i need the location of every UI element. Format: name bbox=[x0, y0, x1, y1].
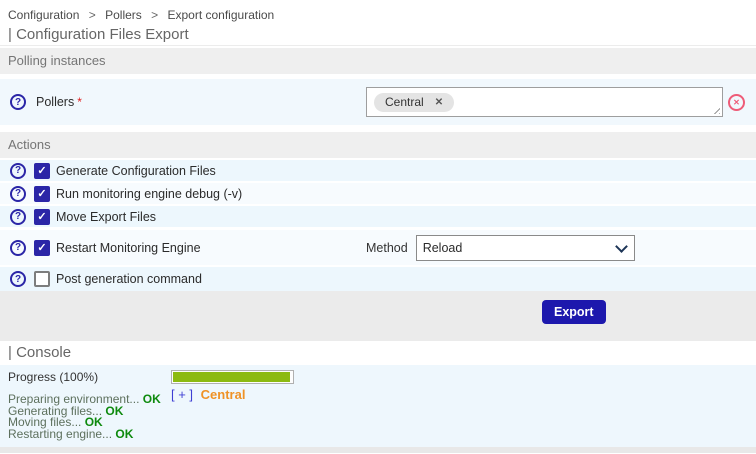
action-row-post-generation: ? Post generation command bbox=[0, 267, 756, 291]
help-icon[interactable]: ? bbox=[10, 185, 26, 202]
log-status: OK bbox=[105, 403, 124, 418]
breadcrumb-link-configuration[interactable]: Configuration bbox=[8, 8, 80, 22]
pollers-multiselect-input[interactable]: Central ✕ bbox=[366, 87, 723, 117]
checkbox-move-export-files[interactable] bbox=[34, 208, 50, 225]
action-row-generate: ? Generate Configuration Files bbox=[0, 160, 756, 181]
section-header-actions: Actions bbox=[0, 132, 756, 158]
breadcrumb-link-export-configuration[interactable]: Export configuration bbox=[167, 8, 275, 22]
poller-result-name: Central bbox=[200, 387, 246, 402]
action-label: Run monitoring engine debug (-v) bbox=[56, 186, 243, 201]
bottom-strip bbox=[0, 447, 756, 453]
checkbox-post-generation-command[interactable] bbox=[34, 271, 50, 287]
export-area: Export bbox=[0, 291, 756, 341]
console-body: Progress (100%) Preparing environment...… bbox=[0, 365, 756, 447]
progress-fill bbox=[173, 372, 290, 382]
page-title: | Configuration Files Export bbox=[0, 24, 756, 46]
help-icon[interactable]: ? bbox=[10, 239, 26, 256]
method-select[interactable]: Reload bbox=[415, 234, 635, 261]
pollers-row: ? Pollers * Central ✕ ✕ bbox=[0, 79, 756, 125]
section-header-polling-instances: Polling instances bbox=[0, 48, 756, 74]
tag-remove-icon[interactable]: ✕ bbox=[434, 96, 444, 108]
breadcrumb-separator: > bbox=[151, 8, 159, 22]
export-button[interactable]: Export bbox=[542, 300, 606, 324]
checkbox-restart-monitoring-engine[interactable] bbox=[34, 239, 50, 256]
progress-bar bbox=[171, 370, 294, 384]
method-group: Method Reload bbox=[366, 234, 635, 261]
breadcrumb: Configuration > Pollers > Export configu… bbox=[0, 0, 756, 24]
log-status: OK bbox=[115, 426, 134, 441]
action-row-debug: ? Run monitoring engine debug (-v) bbox=[0, 183, 756, 204]
log-line: Moving files... OK bbox=[8, 415, 103, 429]
log-line: Restarting engine... OK bbox=[8, 426, 134, 441]
method-label: Method bbox=[366, 240, 408, 255]
action-row-restart-engine: ? Restart Monitoring Engine Method Reloa… bbox=[0, 230, 756, 265]
action-label: Restart Monitoring Engine bbox=[56, 240, 201, 255]
expand-toggle[interactable]: [ + ] bbox=[171, 387, 194, 402]
action-label: Generate Configuration Files bbox=[56, 163, 216, 178]
log-area: Preparing environment... OK Generating f… bbox=[0, 384, 756, 440]
console-log: Preparing environment... OK Generating f… bbox=[0, 384, 171, 440]
help-icon[interactable]: ? bbox=[10, 162, 26, 179]
clear-selection-icon[interactable]: ✕ bbox=[728, 93, 745, 111]
resize-handle[interactable] bbox=[711, 105, 720, 114]
pollers-label: Pollers * bbox=[36, 95, 82, 109]
help-icon[interactable]: ? bbox=[10, 208, 26, 225]
progress-label: Progress (100%) bbox=[8, 370, 99, 384]
selected-poller-tag: Central ✕ bbox=[374, 92, 455, 112]
action-label: Move Export Files bbox=[56, 209, 157, 224]
progress-row: Progress (100%) bbox=[0, 365, 756, 384]
selected-poller-label: Central bbox=[385, 95, 424, 109]
log-line: Preparing environment... OK bbox=[8, 392, 161, 406]
checkbox-run-monitoring-engine-debug[interactable] bbox=[34, 185, 50, 202]
breadcrumb-link-pollers[interactable]: Pollers bbox=[105, 8, 142, 22]
help-icon[interactable]: ? bbox=[10, 271, 26, 287]
required-asterisk: * bbox=[77, 95, 82, 109]
log-status: OK bbox=[142, 392, 161, 406]
breadcrumb-separator: > bbox=[88, 8, 96, 22]
action-row-move-export: ? Move Export Files bbox=[0, 206, 756, 227]
help-icon[interactable]: ? bbox=[10, 94, 26, 110]
log-line: Generating files... OK bbox=[8, 403, 124, 418]
console-title: | Console bbox=[0, 341, 756, 365]
log-status: OK bbox=[84, 415, 103, 429]
checkbox-generate-configuration-files[interactable] bbox=[34, 162, 50, 179]
progress-percent: (100%) bbox=[59, 370, 99, 384]
action-label: Post generation command bbox=[56, 272, 202, 286]
poller-result: [ + ] Central bbox=[171, 384, 245, 402]
